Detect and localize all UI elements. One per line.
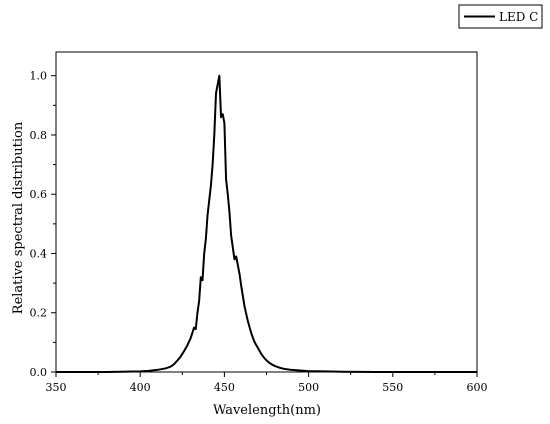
y-axis-ticks: 0.0 0.2 0.4 0.6 0.8 1.0 xyxy=(30,70,56,379)
x-tick-label: 350 xyxy=(46,381,67,394)
x-tick-label: 550 xyxy=(382,381,403,394)
x-tick-label: 500 xyxy=(298,381,319,394)
y-tick-label: 0.2 xyxy=(30,307,48,320)
y-tick-label: 0.8 xyxy=(30,129,48,142)
plot-frame xyxy=(55,51,478,373)
x-axis-ticks: 350 400 450 500 550 600 xyxy=(46,372,488,394)
legend: LED C xyxy=(458,4,543,29)
series-layer xyxy=(56,74,477,373)
x-tick-label: 400 xyxy=(130,381,151,394)
x-axis-label: Wavelength(nm) xyxy=(213,403,321,418)
legend-label-led-c: LED C xyxy=(499,10,538,24)
plot-border xyxy=(55,51,478,373)
series-line-led-c xyxy=(56,74,477,373)
x-tick-label: 450 xyxy=(214,381,235,394)
x-tick-label: 600 xyxy=(467,381,488,394)
y-tick-label: 0.4 xyxy=(30,247,48,260)
y-axis-label: Relative spectral distribution xyxy=(11,121,26,314)
legend-box xyxy=(458,4,543,29)
y-tick-label: 0.6 xyxy=(30,188,48,201)
y-tick-label: 0.0 xyxy=(30,366,48,379)
y-tick-label: 1.0 xyxy=(30,70,48,83)
